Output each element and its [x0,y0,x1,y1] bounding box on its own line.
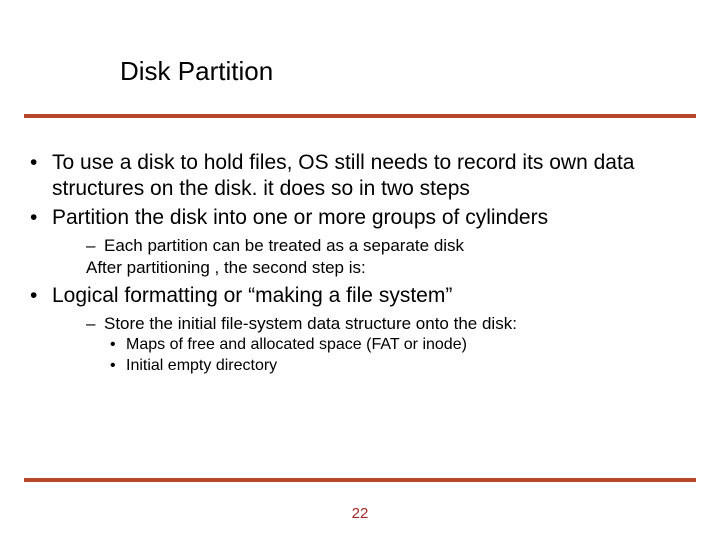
slide-content: To use a disk to hold files, OS still ne… [28,150,692,381]
list-item: To use a disk to hold files, OS still ne… [28,150,692,203]
sub-item: Store the initial file-system data struc… [86,313,692,335]
slide-title: Disk Partition [120,56,273,87]
sub-sub-item: Maps of free and allocated space (FAT or… [86,335,692,356]
sub-sub-item: Initial empty directory [86,356,692,377]
sub-text: Each partition can be treated as a separ… [104,236,464,255]
page-number: 22 [0,505,720,522]
bullet-text: Partition the disk into one or more grou… [52,206,548,229]
bullet-text: Logical formatting or “making a file sys… [52,284,452,307]
sub-text: Initial empty directory [126,357,277,374]
sub-block: Each partition can be treated as a separ… [52,235,692,279]
sub-text: After partitioning , the second step is: [86,258,366,277]
sub-item: After partitioning , the second step is: [86,257,692,279]
sub-item: Each partition can be treated as a separ… [86,235,692,257]
sub-block: Store the initial file-system data struc… [52,313,692,377]
bottom-divider [24,478,696,482]
top-divider [24,114,696,118]
slide: Disk Partition To use a disk to hold fil… [0,0,720,540]
list-item: Partition the disk into one or more grou… [28,205,692,279]
bullet-text: To use a disk to hold files, OS still ne… [52,151,634,200]
sub-text: Maps of free and allocated space (FAT or… [126,336,467,353]
bullet-list: To use a disk to hold files, OS still ne… [28,150,692,377]
list-item: Logical formatting or “making a file sys… [28,283,692,377]
sub-text: Store the initial file-system data struc… [104,314,517,333]
